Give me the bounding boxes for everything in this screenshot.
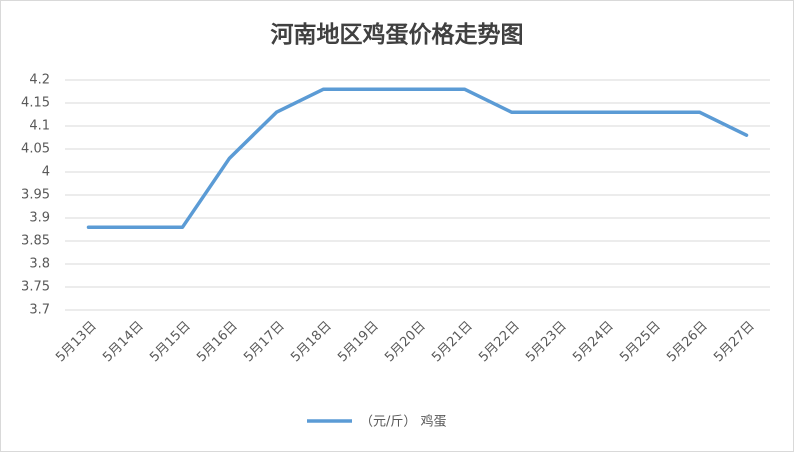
- y-tick-label: 4.05: [21, 142, 50, 157]
- line: [86, 87, 749, 229]
- y-tick-label: 4.1: [29, 119, 50, 134]
- y-tick-label: 3.75: [21, 280, 50, 295]
- y-tick-label: 4: [42, 165, 50, 180]
- legend-label: （元/斤） 鸡蛋: [360, 414, 447, 430]
- chart-title: 河南地区鸡蛋价格走势图: [271, 21, 524, 48]
- y-tick-label: 4.2: [29, 73, 50, 88]
- y-tick-label: 3.9: [29, 211, 50, 226]
- y-tick-label: 4.15: [21, 96, 50, 111]
- y-tick-label: 3.7: [29, 303, 50, 318]
- y-tick-label: 3.95: [21, 188, 50, 203]
- y-tick-label: 3.8: [29, 257, 50, 272]
- y-tick-label: 3.85: [21, 234, 50, 249]
